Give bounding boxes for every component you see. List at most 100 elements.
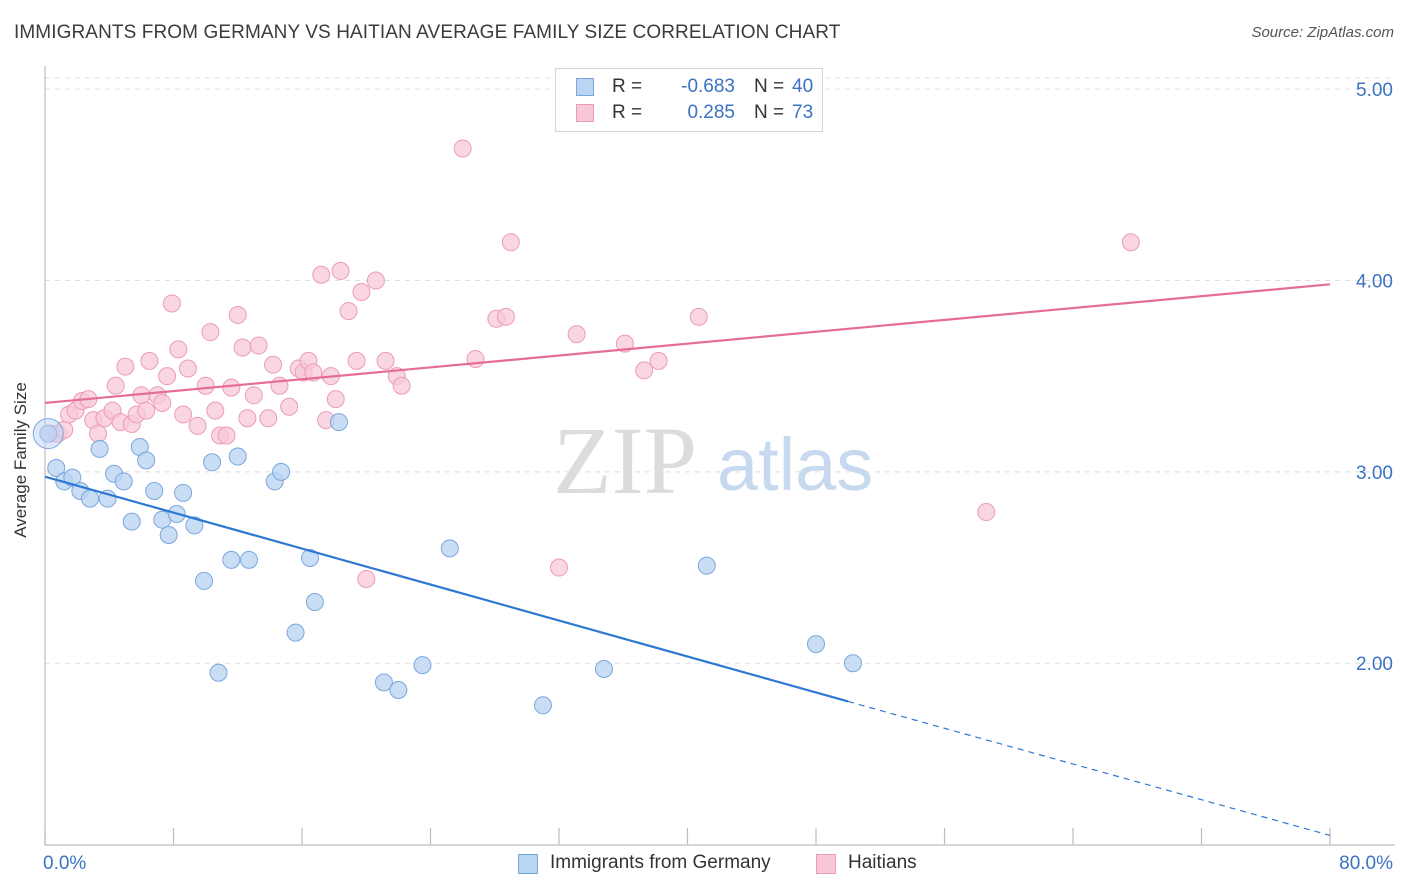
n-label: N = [754,102,785,123]
stats-legend: R = -0.683 N = 40 R = 0.285 N = 73 [555,68,823,132]
haitian-point [228,305,247,324]
germany-point [114,472,133,491]
germany-point [209,663,228,682]
haitian-point [280,397,299,416]
germany-point [185,516,204,535]
haitian-point [331,261,350,280]
haitian-point [264,355,283,374]
haitian-point [206,401,225,420]
haitian-point [188,416,207,435]
haitian-point [649,351,668,370]
germany-point [272,462,291,481]
haitian-point [366,271,385,290]
haitian-point [376,351,395,370]
haitian-point [496,307,515,326]
germany-point [594,659,613,678]
germany-point [228,447,247,466]
germany-point [195,571,214,590]
haitians-legend-swatch [816,854,836,874]
haitian-point [550,558,568,577]
r-label: R = [612,102,643,123]
haitian-point [615,334,634,353]
haitians-swatch [576,104,594,122]
germany-point [697,556,716,575]
n-label: N = [754,76,785,97]
haitian-point [326,390,345,409]
germany-point [301,548,320,567]
germany-point [80,489,99,508]
haitian-point [174,405,193,424]
haitian-point [312,265,331,284]
haitian-point [89,424,108,443]
germany-point [47,459,66,478]
haitian-point [567,325,586,344]
haitian-point [977,503,996,522]
germany-point [137,451,156,470]
axes [44,66,1395,846]
y-axis-label: Average Family Size [11,382,30,538]
germany-point [533,696,552,715]
y-tick-label: 3.00 [1356,463,1393,484]
haitian-point [158,367,177,386]
germany-r-value: -0.683 [681,76,735,97]
haitian-point [501,233,520,252]
haitian-point [169,340,188,359]
germany-trendline [44,475,849,703]
haitian-point [352,282,371,301]
haitian-point [217,426,236,445]
haitian-point [162,294,181,313]
haitian-point [153,393,172,412]
germany-point [843,654,862,673]
germany-trendline-extension [847,700,1331,837]
haitian-point [689,307,708,326]
germany-point [222,550,241,569]
germany-point [305,592,324,611]
haitians-legend-label: Haitians [848,852,917,873]
haitian-point [238,409,257,428]
germany-point [203,453,222,472]
haitian-point [635,361,654,380]
gridlines [45,77,1395,664]
haitian-point [339,302,358,321]
watermark-zip: ZIP [553,407,697,514]
germany-point [159,526,178,544]
haitian-point [137,401,156,420]
germany-point [389,681,408,699]
y-tick-label: 5.00 [1356,80,1393,101]
haitian-point [106,376,125,395]
y-tick-label: 2.00 [1356,654,1393,675]
germany-point [413,656,432,675]
x-tick-label: 80.0% [1339,853,1393,874]
trendlines [44,283,1331,837]
haitians-r-value: 0.285 [687,102,735,123]
germany-point [239,550,258,569]
haitian-point [116,357,135,376]
germany-point [145,481,164,500]
germany-point [122,512,141,531]
source-label: Source: ZipAtlas.com [1251,24,1394,41]
haitian-point [392,376,411,395]
germany-point [63,468,82,487]
chart-title: IMMIGRANTS FROM GERMANY VS HAITIAN AVERA… [14,22,841,43]
haitians-trendline [44,283,1331,405]
germany-point [440,539,459,558]
watermark: ZIP atlas [553,407,873,514]
germany-point [807,635,825,654]
series-legend: Immigrants from Germany Haitians [0,852,1406,878]
germany-swatch [576,78,594,96]
germany-n-value: 40 [792,76,814,97]
germany-point [286,623,305,642]
haitian-point [178,359,197,378]
haitians-n-value: 73 [792,102,814,123]
tick-labels: 2.00 3.00 4.00 5.00 0.0% 80.0% [43,80,1393,874]
haitians-points [40,139,1140,589]
germany-legend-label: Immigrants from Germany [550,852,771,873]
haitian-point [244,386,263,405]
watermark-atlas: atlas [717,423,873,506]
haitian-point [466,349,485,368]
haitian-point [249,336,268,355]
haitian-point [196,376,215,395]
haitian-point [201,323,220,342]
haitian-point [1121,233,1140,252]
